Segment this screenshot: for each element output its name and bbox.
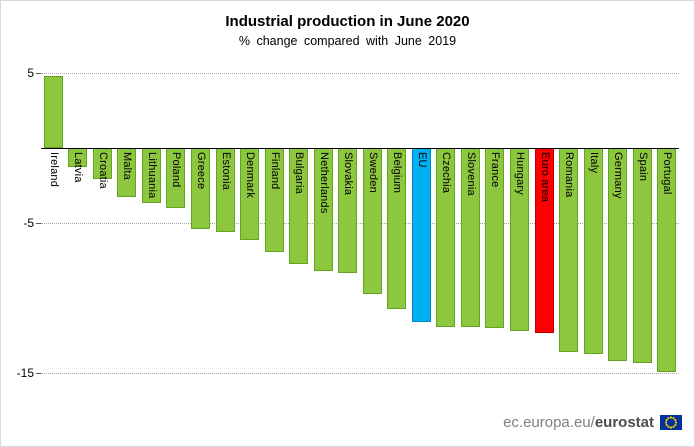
- eurostat-logo-text: eurostat: [594, 414, 654, 431]
- chart-subtitle: % change compared with June 2019: [238, 34, 457, 48]
- bar-label-greece: Greece: [195, 151, 207, 190]
- bar-label-denmark: Denmark: [244, 151, 256, 198]
- gridline-5: [41, 72, 679, 74]
- plot-area: 5 -5 -15 Ireland Latvia Croatia Malta Lithuania…: [17, 65, 679, 399]
- bar-label-malta: Malta: [121, 151, 133, 180]
- bar-eu: [412, 147, 431, 323]
- bar-label-portugal: Portugal: [661, 151, 673, 195]
- bar-label-france: France: [489, 151, 501, 188]
- bar-label-hungary: Hungary: [514, 151, 526, 195]
- bar-label-ireland: Ireland: [48, 151, 60, 187]
- y-axis-tick-label: -15: [16, 366, 34, 381]
- bar-label-sweden: Sweden: [367, 151, 379, 193]
- bar-label-slovenia: Slovenia: [465, 151, 477, 196]
- bar-label-spain: Spain: [637, 151, 649, 181]
- bar-label-czechia: Czechia: [440, 151, 452, 193]
- bar-label-poland: Poland: [170, 151, 182, 188]
- y-axis-tick--5: [36, 222, 41, 224]
- bar-label-latvia: Latvia: [72, 151, 84, 183]
- bar-label-finland: Finland: [269, 151, 281, 190]
- bar-label-lithuania: Lithuania: [146, 151, 158, 199]
- bar-label-netherlands: Netherlands: [318, 151, 330, 214]
- footer: ec.europa.eu/eurostat: [503, 414, 682, 431]
- bar-label-eu: EU: [416, 151, 428, 168]
- bar-italy: [584, 147, 603, 354]
- bar-label-bulgaria: Bulgaria: [293, 151, 305, 194]
- gridline--15: [41, 373, 679, 375]
- bar-label-italy: Italy: [588, 151, 600, 173]
- y-axis-tick-label: -5: [23, 215, 34, 230]
- footer-url-prefix: ec.europa.eu/: [503, 414, 595, 431]
- gridline--5: [41, 222, 679, 224]
- bar-label-croatia: Croatia: [97, 151, 109, 189]
- chart-title: Industrial production in June 2020: [225, 13, 470, 30]
- bar-label-euro-area: Euro area: [539, 151, 551, 202]
- y-axis-tick--15: [36, 373, 41, 375]
- bar-ireland: [44, 75, 63, 148]
- bar-label-romania: Romania: [563, 151, 575, 198]
- eu-flag-icon: [660, 415, 682, 430]
- y-axis-tick-label: 5: [27, 65, 34, 80]
- bar-label-estonia: Estonia: [220, 151, 232, 190]
- bar-label-germany: Germany: [612, 151, 624, 199]
- bar-label-slovakia: Slovakia: [342, 151, 354, 195]
- zero-axis-line: [41, 147, 679, 149]
- bar-label-belgium: Belgium: [391, 151, 403, 193]
- y-axis-tick-5: [36, 72, 41, 74]
